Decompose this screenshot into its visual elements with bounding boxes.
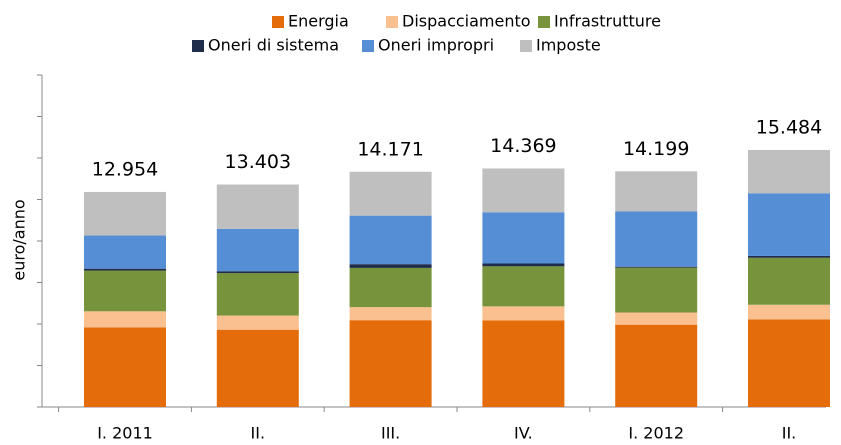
bar-segment xyxy=(615,171,698,212)
bar-segment xyxy=(84,268,166,271)
legend-label: Energia xyxy=(288,12,349,31)
legend-swatch xyxy=(272,16,284,28)
bar-segment xyxy=(349,267,432,308)
bar-segment xyxy=(482,263,565,267)
bar-segment xyxy=(615,266,698,268)
legend-label: Infrastrutture xyxy=(554,12,661,31)
x-tick-label: IV. xyxy=(514,424,533,443)
bar-segment xyxy=(349,307,432,321)
legend-label: Oneri impropri xyxy=(378,36,494,55)
bar-segment xyxy=(216,329,299,407)
bar-segment xyxy=(84,235,166,269)
total-label: 14.171 xyxy=(357,138,423,160)
x-tick-label: II. xyxy=(782,424,797,443)
bar-segment xyxy=(748,319,830,407)
bar-segment xyxy=(349,215,432,265)
bar-segment xyxy=(482,320,565,407)
total-label: 14.199 xyxy=(623,138,689,160)
bar-segment xyxy=(748,149,830,194)
bar-segment xyxy=(349,264,432,268)
bar-segment xyxy=(482,306,565,321)
legend-label: Oneri di sistema xyxy=(208,36,339,55)
legend-swatch xyxy=(538,16,550,28)
bar-segment xyxy=(615,312,698,325)
legend-swatch xyxy=(192,40,204,52)
bar-segment xyxy=(482,212,565,264)
bar-segment xyxy=(482,266,565,307)
legend-swatch xyxy=(520,40,532,52)
y-axis-label: euro/anno xyxy=(10,199,29,280)
x-tick-label: I. 2011 xyxy=(97,424,153,443)
bar-segment xyxy=(84,270,166,312)
bar-segment xyxy=(216,184,299,229)
bar-segment xyxy=(84,191,166,236)
bar-segment xyxy=(216,271,299,274)
total-label: 12.954 xyxy=(92,158,158,180)
legend-label: Dispacciamento xyxy=(402,12,531,31)
bar-segment xyxy=(349,320,432,407)
x-tick-label: III. xyxy=(381,424,400,443)
bar-segment xyxy=(748,193,830,256)
bar-segment xyxy=(84,327,166,407)
bar-segment xyxy=(482,168,565,213)
bar-segment xyxy=(84,311,166,328)
legend-swatch xyxy=(386,16,398,28)
legend-label: Imposte xyxy=(536,36,601,55)
legend-swatch xyxy=(362,40,374,52)
bar-segment xyxy=(615,267,698,313)
bar-segment xyxy=(748,257,830,305)
bar-segment xyxy=(216,273,299,316)
total-label: 15.484 xyxy=(756,116,822,138)
bar-segment xyxy=(216,315,299,330)
x-tick-label: II. xyxy=(251,424,266,443)
bar-segment xyxy=(748,255,830,258)
total-label: 13.403 xyxy=(225,151,291,173)
total-label: 14.369 xyxy=(490,135,556,157)
x-tick-label: I. 2012 xyxy=(628,424,684,443)
bar-segment xyxy=(349,171,432,216)
bar-segment xyxy=(615,324,698,407)
bar-segment xyxy=(216,228,299,272)
bar-segment xyxy=(615,211,698,267)
bar-segment xyxy=(748,304,830,320)
